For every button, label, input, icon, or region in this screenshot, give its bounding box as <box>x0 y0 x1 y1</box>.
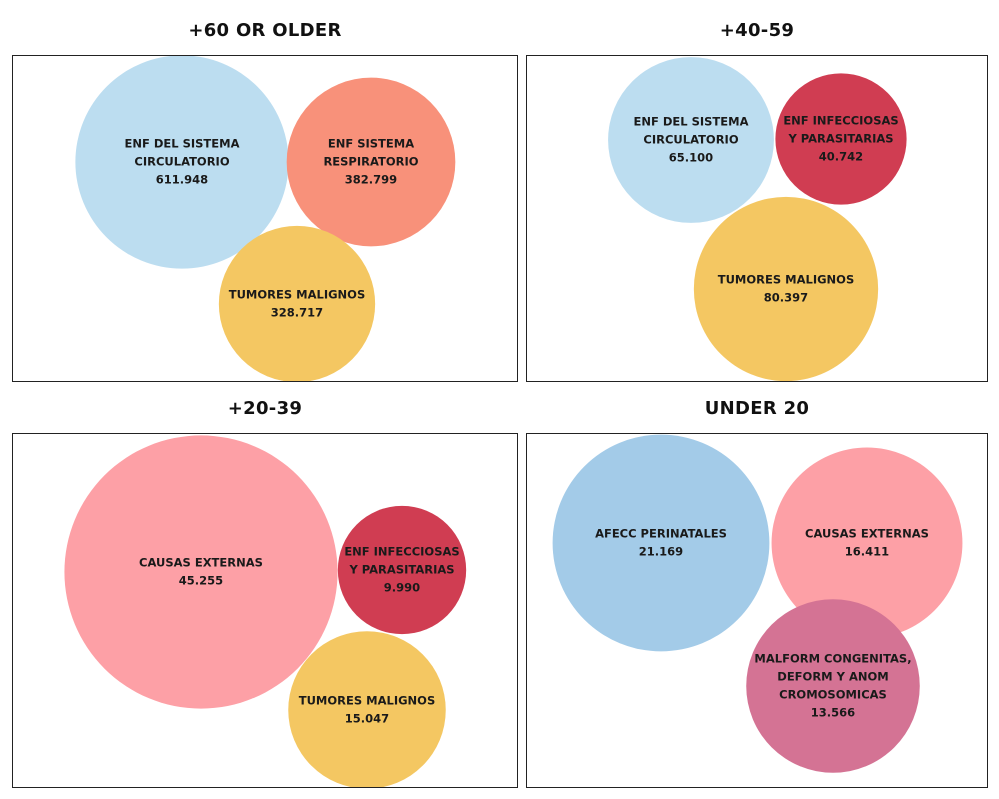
bubble-value-label: 21.169 <box>639 545 683 559</box>
bubble-category-label: MALFORM CONGENITAS, <box>754 652 911 666</box>
bubble-circle[interactable] <box>288 631 446 788</box>
bubble-circle[interactable] <box>693 196 879 381</box>
bubble-circle[interactable] <box>746 599 920 773</box>
bubble-40-59-0[interactable]: ENF DEL SISTEMA CIRCULATORIO 65.100 <box>608 57 774 223</box>
bubble-category-label: Y PARASITARIAS <box>348 563 454 577</box>
bubble-chart-60-older: ENF DEL SISTEMA CIRCULATORIO 611.948 ENF SI… <box>75 56 456 382</box>
bubble-value-label: 382.799 <box>345 173 397 187</box>
bubble-40-59-1[interactable]: ENF INFECCIOSAS Y PARASITARIAS 40.742 <box>775 73 907 205</box>
bubble-value-label: 16.411 <box>845 545 889 559</box>
bubble-value-label: 328.717 <box>271 306 323 320</box>
bubble-under-20-2[interactable]: MALFORM CONGENITAS, DEFORM Y ANOM CROMOSOM… <box>746 599 920 773</box>
chart-panel-60-older: ENF DEL SISTEMA CIRCULATORIO 611.948 ENF SI… <box>12 55 518 382</box>
bubble-category-label: DEFORM Y ANOM <box>777 670 888 684</box>
bubble-circle[interactable] <box>337 505 467 635</box>
bubble-category-label: ENF DEL SISTEMA <box>125 137 240 151</box>
bubble-category-label: TUMORES MALIGNOS <box>299 694 435 708</box>
bubble-category-label: TUMORES MALIGNOS <box>718 273 854 287</box>
bubble-value-label: 611.948 <box>156 173 208 187</box>
bubble-chart-40-59: ENF DEL SISTEMA CIRCULATORIO 65.100 ENF INF… <box>608 57 907 381</box>
bubble-category-label: CIRCULATORIO <box>643 133 738 147</box>
bubble-value-label: 80.397 <box>764 291 808 305</box>
bubble-60-older-2[interactable]: TUMORES MALIGNOS 328.717 <box>218 225 376 382</box>
bubble-category-label: ENF INFECCIOSAS <box>783 114 898 128</box>
bubble-60-older-1[interactable]: ENF SISTEMA RESPIRATORIO 382.799 <box>286 77 456 247</box>
chart-panel-under-20: AFECC PERINATALES 21.169 CAUSAS EXTERNAS 16… <box>526 433 988 788</box>
bubble-category-label: CAUSAS EXTERNAS <box>139 556 263 570</box>
bubble-category-label: AFECC PERINATALES <box>595 527 727 541</box>
chart-panel-40-59: ENF DEL SISTEMA CIRCULATORIO 65.100 ENF INF… <box>526 55 988 382</box>
bubble-category-label: RESPIRATORIO <box>323 155 418 169</box>
bubble-value-label: 13.566 <box>811 706 855 720</box>
panel-title-20-39: +20-39 <box>227 398 303 419</box>
bubble-circle[interactable] <box>75 56 289 269</box>
bubble-20-39-0[interactable]: CAUSAS EXTERNAS 45.255 <box>64 435 338 709</box>
bubble-20-39-2[interactable]: TUMORES MALIGNOS 15.047 <box>288 631 446 788</box>
bubble-circle[interactable] <box>775 73 907 205</box>
bubble-20-39-1[interactable]: ENF INFECCIOSAS Y PARASITARIAS 9.990 <box>337 505 467 635</box>
panel-title-60-older: +60 OR OLDER <box>188 20 342 41</box>
bubble-circle[interactable] <box>552 434 770 652</box>
bubble-value-label: 15.047 <box>345 712 389 726</box>
bubble-chart-20-39: CAUSAS EXTERNAS 45.255 ENF INFECCIOSAS Y PA… <box>64 435 467 788</box>
bubble-category-label: ENF DEL SISTEMA <box>634 115 749 129</box>
chart-panel-20-39: CAUSAS EXTERNAS 45.255 ENF INFECCIOSAS Y PA… <box>12 433 518 788</box>
bubble-value-label: 9.990 <box>384 581 420 595</box>
bubble-circle[interactable] <box>286 77 456 247</box>
panel-title-40-59: +40-59 <box>719 20 795 41</box>
bubble-40-59-2[interactable]: TUMORES MALIGNOS 80.397 <box>693 196 879 381</box>
bubble-value-label: 65.100 <box>669 151 713 165</box>
bubble-circle[interactable] <box>771 447 963 639</box>
bubble-60-older-0[interactable]: ENF DEL SISTEMA CIRCULATORIO 611.948 <box>75 56 289 269</box>
bubble-under-20-1[interactable]: CAUSAS EXTERNAS 16.411 <box>771 447 963 639</box>
bubble-value-label: 45.255 <box>179 574 223 588</box>
bubble-category-label: Y PARASITARIAS <box>787 132 893 146</box>
bubble-category-label: ENF INFECCIOSAS <box>344 545 459 559</box>
bubble-circle[interactable] <box>608 57 774 223</box>
bubble-circle[interactable] <box>218 225 376 382</box>
bubble-category-label: CIRCULATORIO <box>134 155 229 169</box>
bubble-category-label: CROMOSOMICAS <box>779 688 887 702</box>
bubble-value-label: 40.742 <box>819 150 863 164</box>
bubble-category-label: TUMORES MALIGNOS <box>229 288 365 302</box>
bubble-circle[interactable] <box>64 435 338 709</box>
bubble-chart-under-20: AFECC PERINATALES 21.169 CAUSAS EXTERNAS 16… <box>552 434 963 773</box>
bubble-category-label: CAUSAS EXTERNAS <box>805 527 929 541</box>
bubble-under-20-0[interactable]: AFECC PERINATALES 21.169 <box>552 434 770 652</box>
panel-title-under-20: UNDER 20 <box>704 398 810 419</box>
bubble-category-label: ENF SISTEMA <box>328 137 414 151</box>
